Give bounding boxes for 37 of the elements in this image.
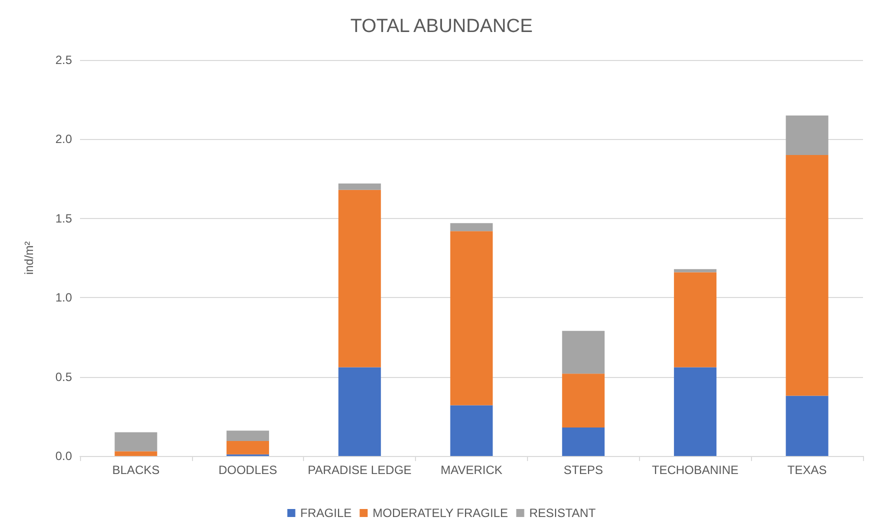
bar	[226, 430, 270, 441]
bar	[786, 155, 828, 396]
x-tick-label: TECHOBANINE	[652, 463, 739, 477]
bar	[338, 184, 381, 190]
legend-label: FRAGILE	[300, 506, 352, 520]
bar	[562, 427, 605, 456]
y-tick-label: 0.0	[55, 449, 72, 463]
bar	[226, 440, 270, 454]
bar	[338, 367, 381, 456]
x-tick-label: STEPS	[564, 463, 604, 477]
y-tick-label: 0.5	[55, 370, 72, 384]
y-tick-label: 1.0	[55, 290, 72, 305]
x-tick-label: MAVERICK	[440, 463, 502, 477]
bar	[562, 374, 605, 428]
y-tick-label: 2.5	[55, 53, 72, 67]
x-tick-label: BLACKS	[112, 463, 160, 477]
chart-title: TOTAL ABUNDANCE	[350, 16, 533, 37]
bar	[338, 190, 381, 368]
bar	[674, 269, 716, 272]
bar	[450, 223, 493, 232]
y-tick-label: 1.5	[55, 211, 72, 226]
x-tick-label: TEXAS	[787, 463, 827, 477]
bar	[674, 367, 716, 456]
y-tick-label: 2.0	[55, 132, 72, 146]
bar	[450, 231, 493, 406]
bar	[114, 432, 158, 452]
legend-label: MODERATELY FRAGILE	[372, 506, 508, 520]
y-axis-title: ind/m²	[22, 241, 36, 275]
x-tick-label: PARADISE LEDGE	[308, 463, 412, 477]
bar	[562, 330, 605, 374]
bar	[786, 115, 828, 156]
bar	[786, 396, 828, 456]
bar	[450, 405, 493, 456]
legend-label: RESISTANT	[529, 506, 596, 520]
x-tick-label: DOODLES	[218, 463, 278, 477]
bar	[114, 451, 158, 456]
bar	[674, 272, 716, 368]
